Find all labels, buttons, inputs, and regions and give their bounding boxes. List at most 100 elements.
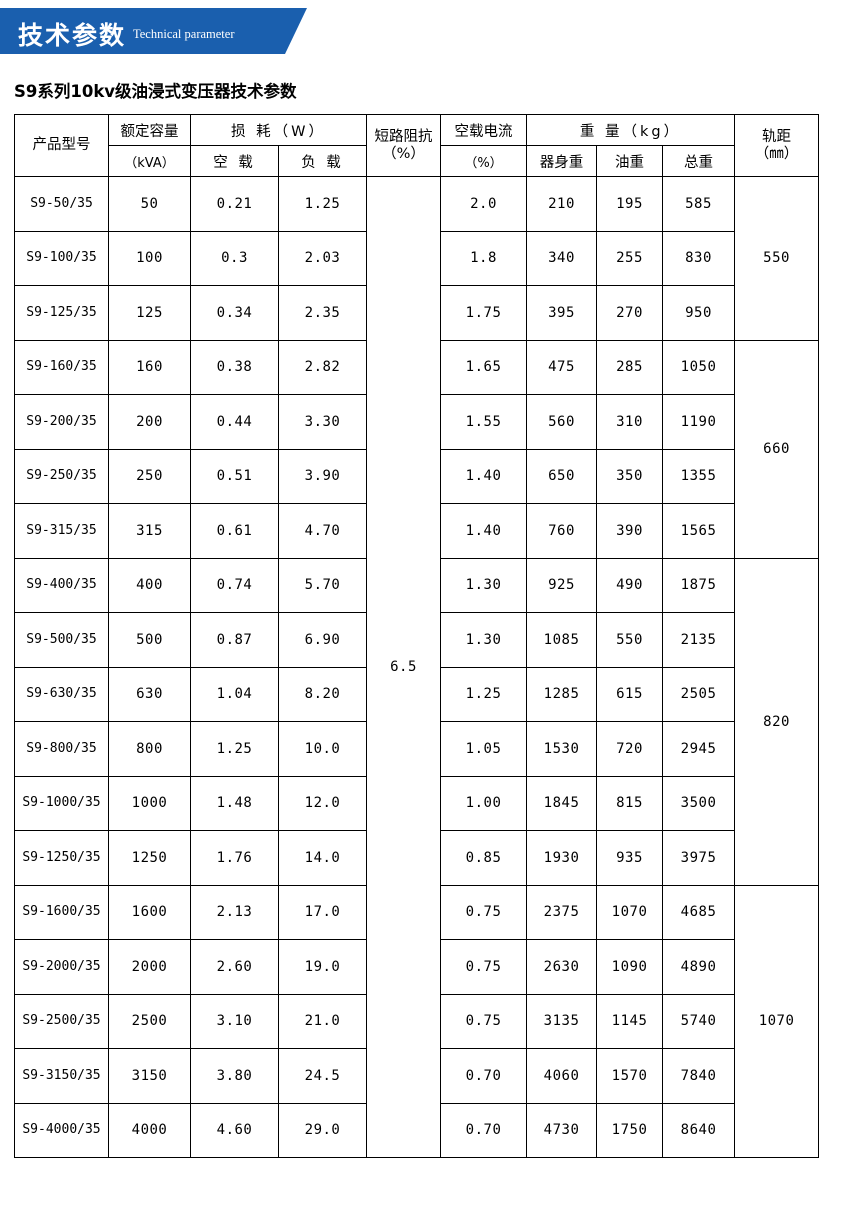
cell-loss-noload: 2.13: [190, 884, 279, 940]
cell-noload-current: 1.40: [440, 448, 528, 504]
table-header-row-2: （kVA） 空 载 负 载 （%） 器身重 油重 总重: [15, 145, 819, 177]
table-row: S9-500/35 500 0.87 6.90 1.30 1085 550 2135: [14, 612, 819, 668]
cell-loss-load: 14.0: [277, 830, 368, 886]
cell-loss-noload: 2.60: [190, 939, 279, 995]
cell-weight-total: 4890: [662, 939, 736, 995]
cell-capacity: 100: [108, 230, 191, 286]
page-title: S9系列10kv级油浸式变压器技术参数: [14, 82, 297, 101]
header-weight-total: 总重: [662, 145, 736, 177]
cell-model: S9-630/35: [14, 666, 109, 722]
cell-model: S9-800/35: [14, 721, 109, 777]
cell-model: S9-2000/35: [14, 939, 109, 995]
cell-capacity: 160: [108, 339, 191, 395]
cell-capacity: 315: [108, 503, 191, 559]
cell-model: S9-250/35: [14, 448, 109, 504]
table-row: S9-315/35 315 0.61 4.70 1.40 760 390 1565: [14, 503, 819, 559]
cell-model: S9-3150/35: [14, 1048, 109, 1104]
cell-capacity: 2500: [108, 993, 191, 1049]
cell-noload-current: 0.70: [440, 1048, 528, 1104]
cell-loss-load: 3.90: [277, 448, 368, 504]
cell-impedance: 6.5: [366, 176, 442, 1158]
cell-model: S9-200/35: [14, 394, 109, 450]
header-impedance-label: 短路阻抗: [374, 128, 433, 145]
cell-weight-body: 395: [526, 285, 598, 341]
cell-loss-load: 24.5: [277, 1048, 368, 1104]
cell-weight-body: 925: [526, 557, 598, 613]
cell-noload-current: 1.40: [440, 503, 528, 559]
cell-weight-oil: 350: [596, 448, 664, 504]
cell-loss-load: 12.0: [277, 775, 368, 831]
cell-model: S9-400/35: [14, 557, 109, 613]
cell-weight-body: 1930: [526, 830, 598, 886]
cell-noload-current: 1.8: [440, 230, 528, 286]
cell-model: S9-160/35: [14, 339, 109, 395]
cell-capacity: 125: [108, 285, 191, 341]
banner-title-cn: 技术参数: [18, 21, 127, 50]
cell-model: S9-500/35: [14, 612, 109, 668]
header-rated-capacity-unit: （kVA）: [108, 145, 191, 177]
cell-weight-oil: 1750: [596, 1102, 664, 1158]
cell-model: S9-125/35: [14, 285, 109, 341]
banner-title-en: Technical parameter: [133, 27, 235, 41]
cell-noload-current: 1.00: [440, 775, 528, 831]
cell-weight-oil: 490: [596, 557, 664, 613]
table-row: S9-1600/35 1600 2.13 17.0 0.75 2375 1070 4685 10…: [14, 884, 820, 1158]
cell-loss-load: 8.20: [277, 666, 368, 722]
cell-loss-load: 10.0: [277, 721, 368, 777]
cell-noload-current: 1.30: [440, 557, 528, 613]
spec-table-container: 产品型号 额定容量 损 耗（W） 短路阻抗 （%） 空载电流 重 量（kg） 轨…: [14, 114, 836, 1158]
cell-gauge: 660: [734, 339, 820, 559]
cell-loss-load: 2.82: [277, 339, 368, 395]
cell-weight-total: 1565: [662, 503, 736, 559]
header-gauge: 轨距 （㎜）: [734, 114, 820, 177]
header-weight-oil: 油重: [596, 145, 664, 177]
cell-weight-total: 3500: [662, 775, 736, 831]
cell-noload-current: 0.70: [440, 1102, 528, 1158]
cell-weight-total: 7840: [662, 1048, 736, 1104]
header-weight-body: 器身重: [526, 145, 598, 177]
table-header-row-1: 产品型号 额定容量 损 耗（W） 短路阻抗 （%） 空载电流 重 量（kg） 轨…: [14, 114, 820, 177]
cell-weight-body: 650: [526, 448, 598, 504]
cell-weight-oil: 1070: [596, 884, 664, 940]
cell-noload-current: 1.55: [440, 394, 528, 450]
cell-loss-noload: 3.10: [190, 993, 279, 1049]
cell-model: S9-1250/35: [14, 830, 109, 886]
header-weight: 重 量（kg）: [526, 114, 736, 146]
header-noload-current: 空载电流: [440, 114, 528, 146]
cell-model: S9-1600/35: [14, 884, 109, 940]
cell-noload-current: 1.30: [440, 612, 528, 668]
cell-capacity: 500: [108, 612, 191, 668]
cell-loss-noload: 4.60: [190, 1102, 279, 1158]
header-loss-load: 负 载: [277, 145, 368, 177]
cell-loss-noload: 0.51: [190, 448, 279, 504]
cell-weight-oil: 615: [596, 666, 664, 722]
cell-weight-oil: 255: [596, 230, 664, 286]
cell-loss-noload: 0.74: [190, 557, 279, 613]
cell-weight-oil: 815: [596, 775, 664, 831]
cell-loss-load: 2.03: [277, 230, 368, 286]
cell-weight-body: 2375: [526, 884, 598, 940]
cell-model: S9-2500/35: [14, 993, 109, 1049]
cell-model: S9-100/35: [14, 230, 109, 286]
cell-loss-noload: 0.3: [190, 230, 279, 286]
cell-model: S9-50/35: [14, 176, 109, 232]
cell-capacity: 1600: [108, 884, 191, 940]
cell-weight-total: 830: [662, 230, 736, 286]
cell-loss-noload: 0.34: [190, 285, 279, 341]
cell-weight-oil: 285: [596, 339, 664, 395]
cell-loss-noload: 1.25: [190, 721, 279, 777]
cell-weight-total: 2135: [662, 612, 736, 668]
cell-loss-load: 5.70: [277, 557, 368, 613]
cell-weight-oil: 1570: [596, 1048, 664, 1104]
table-row: S9-800/35 800 1.25 10.0 1.05 1530 720 2945: [14, 721, 819, 777]
cell-model: S9-1000/35: [14, 775, 109, 831]
header-gauge-unit: （㎜）: [754, 145, 799, 162]
cell-capacity: 3150: [108, 1048, 191, 1104]
table-row: S9-2500/35 2500 3.10 21.0 0.75 3135 1145 5740: [14, 993, 819, 1049]
cell-weight-body: 1285: [526, 666, 598, 722]
cell-loss-noload: 0.44: [190, 394, 279, 450]
cell-noload-current: 2.0: [440, 176, 528, 232]
cell-capacity: 630: [108, 666, 191, 722]
table-row: S9-250/35 250 0.51 3.90 1.40 650 350 1355: [14, 448, 819, 504]
cell-weight-oil: 270: [596, 285, 664, 341]
